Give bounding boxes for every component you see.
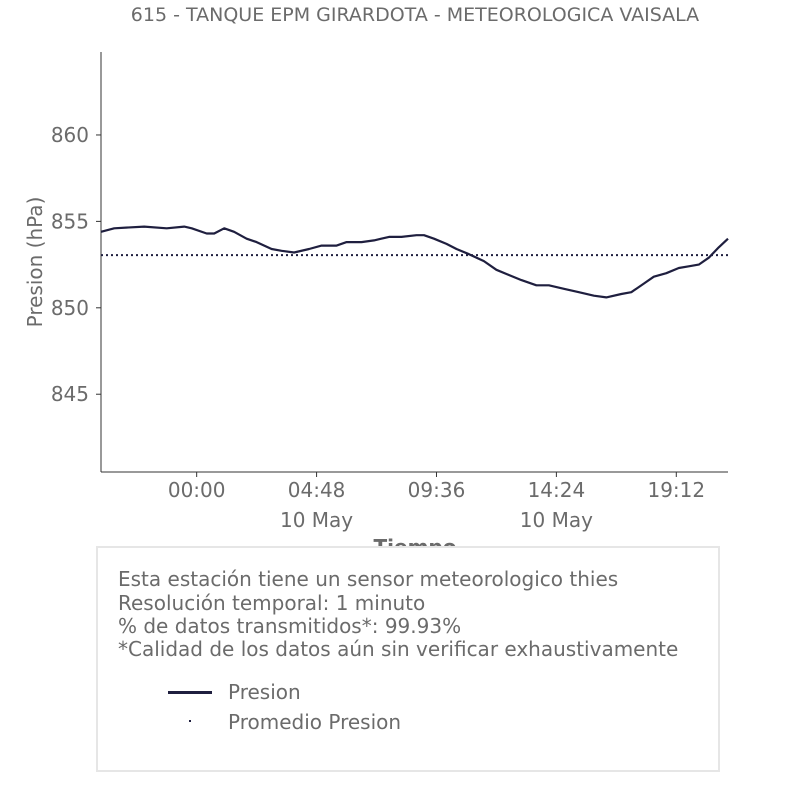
y-tick-label: 855 [51, 209, 89, 233]
info-box: Esta estación tiene un sensor meteorolog… [96, 546, 720, 772]
chart-title: 615 - TANQUE EPM GIRARDOTA - METEOROLOGI… [131, 4, 699, 26]
y-tick-label: 845 [51, 382, 89, 406]
x-tick-sublabel: 10 May [520, 508, 593, 532]
x-tick-label: 19:12 [647, 478, 705, 502]
x-tick-label: 09:36 [408, 478, 466, 502]
info-transmitted-line: % de datos transmitidos*: 99.93% [118, 614, 462, 638]
y-tick-label: 850 [51, 296, 89, 320]
info-quality-note: *Calidad de los datos aún sin verificar … [118, 637, 679, 661]
info-sensor-line: Esta estación tiene un sensor meteorolog… [118, 567, 619, 591]
legend-line-swatch [168, 691, 212, 694]
legend-dot-swatch [189, 720, 191, 722]
x-tick-label: 04:48 [288, 478, 346, 502]
legend-label-promedio: Promedio Presion [228, 710, 402, 734]
y-axis-label: Presion (hPa) [23, 197, 47, 328]
series-line-presion [100, 225, 729, 299]
y-tick-label: 860 [51, 123, 89, 147]
info-resolution-line: Resolución temporal: 1 minuto [118, 591, 426, 615]
x-tick-label: 00:00 [168, 478, 226, 502]
series-layer [100, 225, 729, 299]
legend-label-presion: Presion [228, 680, 301, 704]
x-tick-sublabel: 10 May [280, 508, 353, 532]
x-tick-label: 14:24 [528, 478, 586, 502]
chart-axes: 845 850 855 860 00:00 04:48 10 May 09:36 14:24 10… [51, 52, 728, 532]
